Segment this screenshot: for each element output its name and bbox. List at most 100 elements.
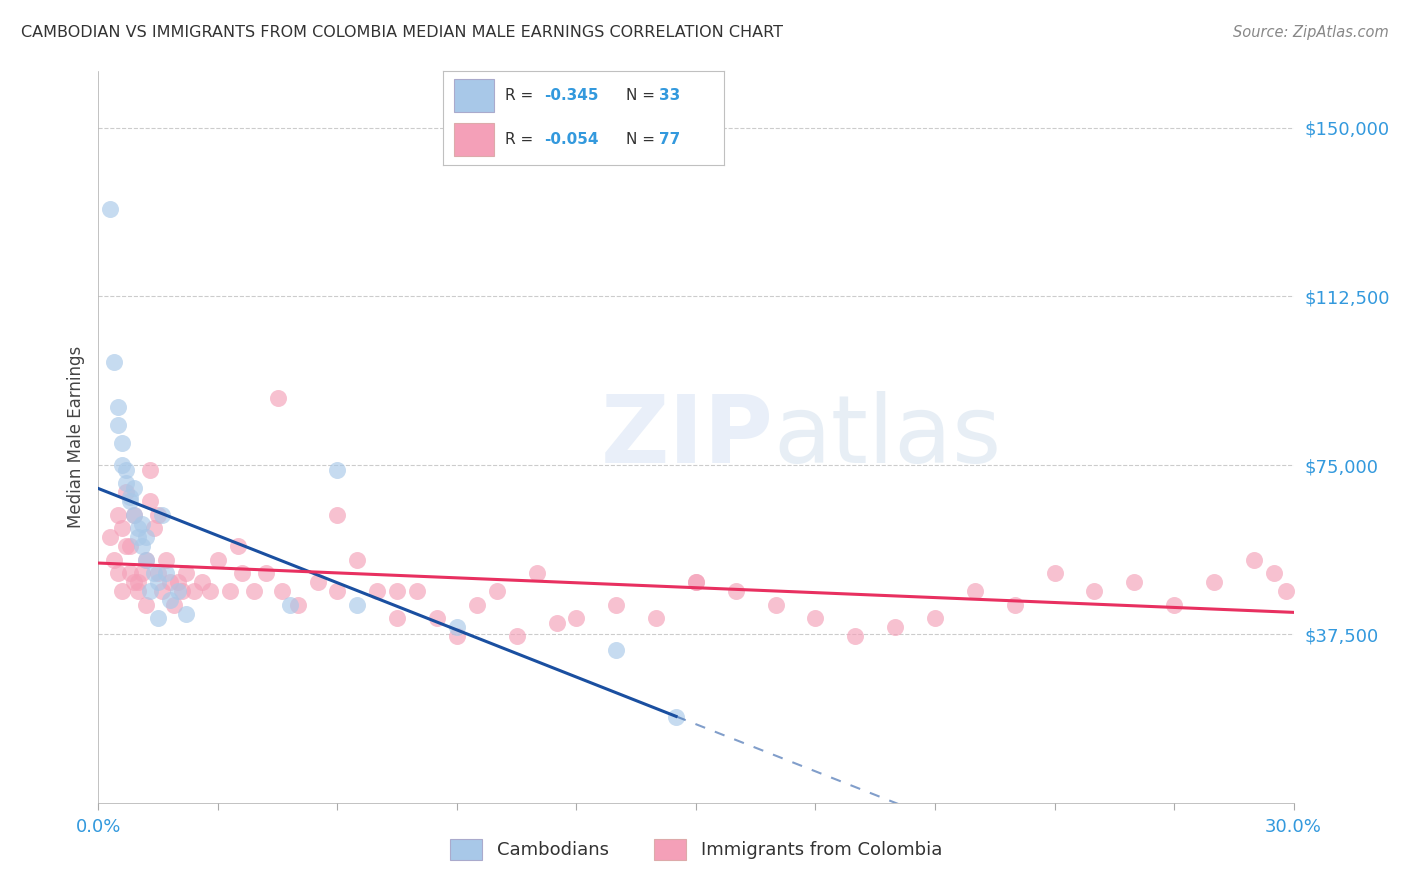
- Text: 33: 33: [659, 87, 681, 103]
- Y-axis label: Median Male Earnings: Median Male Earnings: [66, 346, 84, 528]
- Bar: [454, 123, 494, 156]
- Point: [139, 494, 162, 508]
- Point: [506, 629, 529, 643]
- Point: [127, 584, 149, 599]
- Point: [124, 508, 146, 522]
- Point: [150, 508, 173, 522]
- Point: [1202, 575, 1225, 590]
- Point: [1163, 598, 1185, 612]
- Point: [465, 598, 488, 612]
- Point: [724, 584, 747, 599]
- Point: [131, 566, 153, 581]
- Point: [127, 530, 149, 544]
- Point: [665, 710, 688, 724]
- Point: [135, 530, 157, 544]
- Point: [1243, 553, 1265, 567]
- Point: [155, 566, 177, 581]
- Point: [605, 598, 627, 612]
- Point: [645, 611, 668, 625]
- Point: [120, 566, 142, 581]
- Point: [148, 508, 170, 522]
- Point: [605, 642, 627, 657]
- Point: [124, 481, 146, 495]
- Point: [148, 575, 170, 590]
- Point: [111, 458, 134, 473]
- Bar: [454, 78, 494, 112]
- Point: [326, 584, 349, 599]
- Point: [243, 584, 266, 599]
- Point: [148, 566, 170, 581]
- Point: [287, 598, 309, 612]
- Point: [446, 629, 468, 643]
- Point: [804, 611, 827, 625]
- Point: [546, 615, 568, 630]
- Point: [135, 598, 157, 612]
- Point: [150, 584, 173, 599]
- Point: [406, 584, 429, 599]
- Text: R =: R =: [505, 132, 533, 147]
- Point: [127, 521, 149, 535]
- Point: [219, 584, 242, 599]
- Point: [120, 539, 142, 553]
- Point: [115, 539, 138, 553]
- Text: CAMBODIAN VS IMMIGRANTS FROM COLOMBIA MEDIAN MALE EARNINGS CORRELATION CHART: CAMBODIAN VS IMMIGRANTS FROM COLOMBIA ME…: [21, 25, 783, 40]
- Point: [127, 575, 149, 590]
- Text: Source: ZipAtlas.com: Source: ZipAtlas.com: [1233, 25, 1389, 40]
- Point: [426, 611, 449, 625]
- Point: [366, 584, 388, 599]
- Point: [307, 575, 329, 590]
- Point: [346, 598, 368, 612]
- Point: [131, 539, 153, 553]
- Point: [207, 553, 229, 567]
- Text: -0.345: -0.345: [544, 87, 599, 103]
- Text: R =: R =: [505, 87, 533, 103]
- Point: [963, 584, 986, 599]
- Legend: Cambodians, Immigrants from Colombia: Cambodians, Immigrants from Colombia: [443, 831, 949, 867]
- Point: [565, 611, 588, 625]
- Point: [1004, 598, 1026, 612]
- Point: [111, 435, 134, 450]
- Point: [139, 463, 162, 477]
- Point: [120, 490, 142, 504]
- Point: [226, 539, 249, 553]
- Point: [111, 521, 134, 535]
- Point: [115, 463, 138, 477]
- Point: [1043, 566, 1066, 581]
- Point: [107, 508, 129, 522]
- Point: [326, 508, 349, 522]
- Point: [107, 566, 129, 581]
- Point: [124, 575, 146, 590]
- Point: [191, 575, 214, 590]
- Point: [115, 476, 138, 491]
- Point: [446, 620, 468, 634]
- Point: [98, 202, 122, 216]
- Point: [167, 584, 190, 599]
- Point: [385, 611, 409, 625]
- Point: [326, 463, 349, 477]
- Point: [385, 584, 409, 599]
- Point: [685, 575, 707, 590]
- Point: [765, 598, 787, 612]
- Point: [159, 575, 181, 590]
- Text: atlas: atlas: [773, 391, 1002, 483]
- Point: [1083, 584, 1105, 599]
- Point: [159, 593, 181, 607]
- Point: [278, 598, 301, 612]
- Point: [155, 553, 177, 567]
- Point: [98, 530, 122, 544]
- Point: [1274, 584, 1296, 599]
- Point: [139, 584, 162, 599]
- Point: [167, 575, 190, 590]
- Point: [107, 400, 129, 414]
- Point: [143, 521, 166, 535]
- Point: [103, 553, 125, 567]
- Point: [103, 354, 125, 368]
- Point: [254, 566, 277, 581]
- Text: 77: 77: [659, 132, 681, 147]
- Point: [120, 494, 142, 508]
- Point: [135, 553, 157, 567]
- Point: [270, 584, 292, 599]
- Point: [111, 584, 134, 599]
- Text: N =: N =: [626, 132, 655, 147]
- Point: [526, 566, 548, 581]
